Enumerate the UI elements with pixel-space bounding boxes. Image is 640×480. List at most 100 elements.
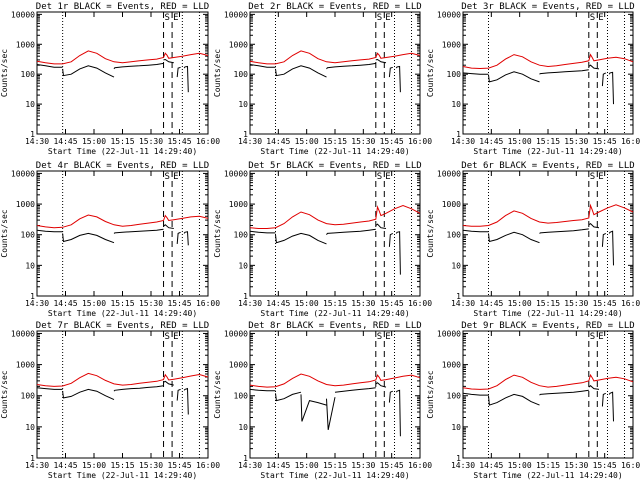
x-axis-label: Start Time (22-Jul-11 14:29:40) <box>48 147 197 156</box>
x-tick-label: 15:15 <box>323 299 347 308</box>
x-tick-label: 15:00 <box>82 299 106 308</box>
x-tick-label: 14:30 <box>25 461 49 470</box>
saa-flag-s: S <box>590 13 595 23</box>
y-tick-label: 100 <box>21 392 36 401</box>
x-tick-label: 15:45 <box>593 137 617 146</box>
x-tick-label: 15:30 <box>139 461 163 470</box>
x-tick-label: 16:00 <box>621 299 640 308</box>
events-series-line <box>395 65 401 93</box>
chart-panel-8: Det 8r BLACK = Events, RED = LLD 1 10 100 10… <box>213 321 432 480</box>
x-tick-label: 15:30 <box>564 299 588 308</box>
y-tick-label: 10000 <box>11 329 35 338</box>
x-tick-label: 14:45 <box>53 137 77 146</box>
events-series-line <box>176 388 181 401</box>
events-series-line <box>588 385 600 390</box>
y-tick-label: 1000 <box>442 200 461 209</box>
y-axis-label: Counts/sec <box>426 370 435 418</box>
x-tick-label: 14:45 <box>479 299 503 308</box>
x-tick-label: 15:00 <box>508 137 532 146</box>
x-tick-label: 15:30 <box>564 137 588 146</box>
x-tick-label: 15:45 <box>167 299 191 308</box>
events-series-line <box>249 388 276 392</box>
x-tick-label: 14:45 <box>479 461 503 470</box>
events-series-line <box>388 66 393 78</box>
y-tick-label: 10000 <box>437 329 461 338</box>
x-tick-label: 15:00 <box>508 461 532 470</box>
x-axis-label: Start Time (22-Jul-11 14:29:40) <box>260 147 409 156</box>
events-series-line <box>275 391 302 402</box>
saa-flag-e: E <box>385 332 390 342</box>
y-tick-label: 100 <box>234 392 249 401</box>
y-tick-label: 10000 <box>224 169 248 178</box>
y-tick-label: 10 <box>25 261 35 270</box>
saa-flag-s: S <box>377 13 382 23</box>
x-tick-label: 14:30 <box>451 137 475 146</box>
panel-title: Det 2r BLACK = Events, RED = LLD <box>248 2 421 12</box>
events-series-line <box>300 394 327 422</box>
y-tick-label: 10 <box>25 423 35 432</box>
panel-title: Det 8r BLACK = Events, RED = LLD <box>248 321 421 331</box>
events-series-line <box>608 71 614 105</box>
y-tick-label: 100 <box>447 231 462 240</box>
x-tick-label: 15:00 <box>295 137 319 146</box>
y-tick-label: 1 <box>30 130 35 139</box>
events-series-line <box>375 58 387 64</box>
x-axis-label: Start Time (22-Jul-11 14:29:40) <box>473 147 622 156</box>
y-tick-label: 1000 <box>442 361 461 370</box>
saa-flag-s: S <box>165 172 170 182</box>
events-series-line <box>462 229 489 233</box>
events-series-line <box>36 229 63 233</box>
events-series-line <box>375 382 387 388</box>
saa-flag-e: E <box>173 13 178 23</box>
y-tick-label: 10000 <box>224 329 248 338</box>
x-tick-label: 15:15 <box>536 461 560 470</box>
x-axis-label: Start Time (22-Jul-11 14:29:40) <box>48 309 197 318</box>
panel-title: Det 7r BLACK = Events, RED = LLD <box>36 321 209 331</box>
chart-panel-4: Det 4r BLACK = Events, RED = LLD 1 10 100 10… <box>0 161 220 318</box>
events-series-line <box>588 222 600 229</box>
x-tick-label: 15:00 <box>295 461 319 470</box>
y-tick-label: 1 <box>456 292 461 301</box>
events-series-line <box>388 390 393 403</box>
events-series-line <box>163 58 174 64</box>
events-series-line <box>176 66 181 78</box>
saa-flag-s: S <box>590 332 595 342</box>
x-tick-label: 14:30 <box>238 299 262 308</box>
x-axis-label: Start Time (22-Jul-11 14:29:40) <box>48 471 197 480</box>
events-series-line <box>488 71 540 83</box>
y-tick-label: 10 <box>25 100 35 109</box>
x-tick-label: 16:00 <box>621 461 640 470</box>
events-series-line <box>249 230 276 234</box>
events-series-line <box>539 389 589 396</box>
x-axis-label: Start Time (22-Jul-11 14:29:40) <box>473 471 622 480</box>
x-tick-label: 16:00 <box>196 137 220 146</box>
panel-title: Det 1r BLACK = Events, RED = LLD <box>36 2 209 12</box>
y-tick-label: 10000 <box>437 10 461 19</box>
x-tick-label: 16:00 <box>408 461 432 470</box>
y-axis-label: Counts/sec <box>213 370 222 418</box>
events-series-line <box>62 65 115 78</box>
y-tick-label: 10000 <box>11 169 35 178</box>
chart-panel-5: Det 5r BLACK = Events, RED = LLD 1 10 100 10… <box>213 161 432 318</box>
chart-panel-3: Det 3r BLACK = Events, RED = LLD 1 10 100 10… <box>426 2 640 156</box>
x-tick-label: 14:30 <box>238 461 262 470</box>
x-tick-label: 15:00 <box>508 299 532 308</box>
lld-series-line <box>36 214 209 229</box>
x-tick-label: 14:45 <box>266 299 290 308</box>
x-tick-label: 14:30 <box>238 137 262 146</box>
chart-panel-6: Det 6r BLACK = Events, RED = LLD 1 10 100 10… <box>426 161 640 318</box>
events-series-line <box>539 69 589 75</box>
y-tick-label: 100 <box>234 231 249 240</box>
x-tick-label: 14:45 <box>266 137 290 146</box>
events-series-line <box>601 72 607 87</box>
saa-flag-e: E <box>173 172 178 182</box>
y-axis-label: Counts/sec <box>426 209 435 257</box>
y-tick-label: 1000 <box>442 40 461 49</box>
lld-series-line <box>249 373 421 388</box>
x-tick-label: 15:30 <box>351 137 375 146</box>
panel-title: Det 9r BLACK = Events, RED = LLD <box>461 321 634 331</box>
x-tick-label: 15:30 <box>139 299 163 308</box>
x-tick-label: 16:00 <box>196 299 220 308</box>
events-series-line <box>183 387 189 415</box>
